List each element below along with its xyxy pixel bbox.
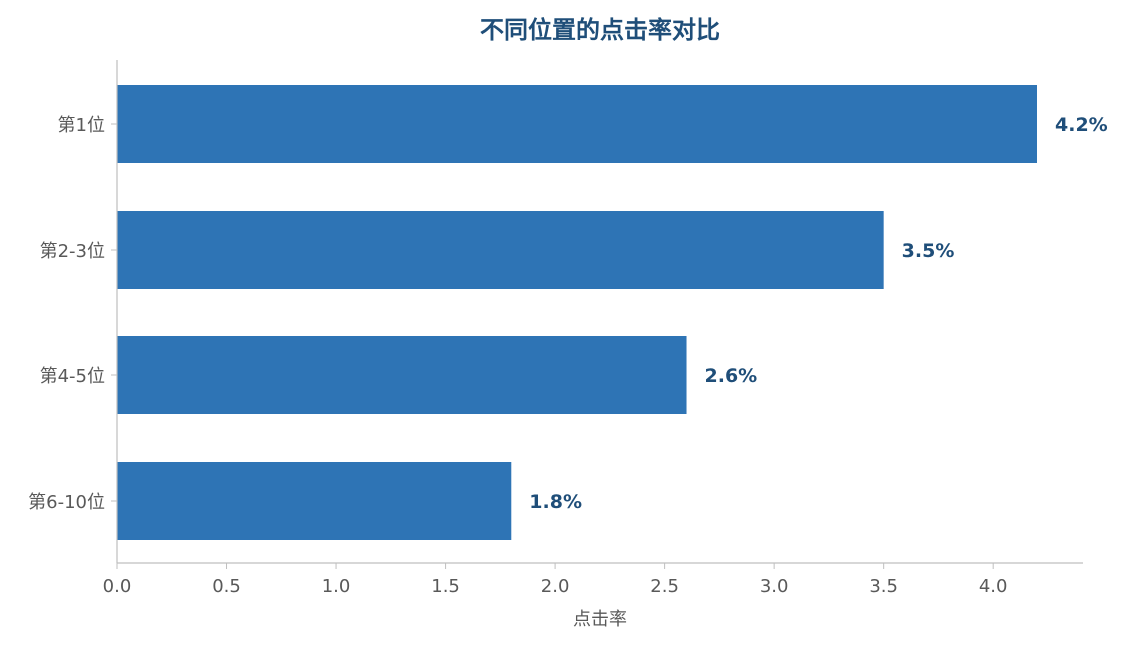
bars-layer [117,85,1037,540]
chart-title: 不同位置的点击率对比 [480,16,720,44]
bar-3 [117,336,687,414]
x-axis-label: 点击率 [573,609,627,630]
y-tick-label-1: 第1位 [58,115,105,136]
y-tick-label-2: 第2-3位 [40,241,105,262]
data-label-1: 4.2% [1055,114,1108,136]
x-tick-label-9: 4.0 [979,576,1008,597]
x-tick-label-3: 1.0 [322,576,351,597]
x-tick-label-6: 2.5 [650,576,679,597]
x-tick-label-1: 0.0 [103,576,132,597]
data-label-2: 3.5% [902,240,955,262]
data-labels-layer: 4.2% 3.5% 2.6% 1.8% [529,114,1107,513]
x-axis-ticks: 0.0 0.5 1.0 1.5 2.0 2.5 3.0 3.5 4.0 [103,563,1008,597]
bar-1 [117,85,1037,163]
y-tick-label-3: 第4-5位 [40,366,105,387]
y-tick-label-4: 第6-10位 [28,492,105,513]
data-label-4: 1.8% [529,491,582,513]
data-label-3: 2.6% [705,365,758,387]
x-tick-label-2: 0.5 [212,576,241,597]
bar-4 [117,462,512,540]
x-tick-label-7: 3.0 [760,576,789,597]
x-tick-label-5: 2.0 [541,576,570,597]
x-tick-label-8: 3.5 [869,576,898,597]
x-tick-label-4: 1.5 [431,576,460,597]
bar-2 [117,211,884,289]
